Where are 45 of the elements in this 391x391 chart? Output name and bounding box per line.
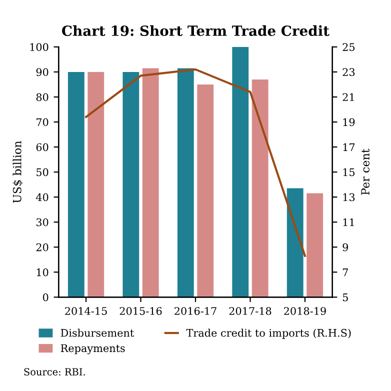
y2-tick-label: 23 [342,68,355,76]
y-axis-title: US$ billion [12,140,23,203]
y-tick-label: 20 [36,243,48,252]
y2-tick-label: 25 [342,43,355,52]
y2-tick-label: 17 [343,143,355,151]
y-tick-label: 70 [36,118,48,126]
y-tick-label: 90 [36,68,48,76]
y2-axis-title: Per cent [361,148,370,195]
bar [177,68,194,298]
x-tick-label: 2018-19 [284,307,326,315]
y-tick-label: 10 [36,268,48,276]
x-tick-label: 2015-16 [120,307,162,315]
y2-tick-label: 21 [342,93,354,101]
y-tick-label: 40 [36,193,48,202]
x-tick-label: 2016-17 [174,307,216,315]
y2-tick-label: 11 [343,218,354,226]
chart-title: Chart 19: Short Term Trade Credit [62,25,330,36]
y-tick-label: 100 [30,43,48,52]
bar [252,79,268,298]
y2-tick-label: 19 [343,118,355,126]
bar [142,68,159,298]
y2-tick-label: 9 [342,243,348,252]
y2-tick-label: 7 [342,268,348,276]
bar [306,193,324,298]
y2-tick-label: 15 [343,168,355,176]
source-note: Source: RBI. [24,368,85,376]
bar [286,188,304,298]
line-series [84,68,306,257]
bar [197,84,214,298]
y-tick-label: 80 [36,93,48,102]
bar [232,46,249,298]
bar [88,72,104,298]
legend-label: Trade credit to imports (R.H.S) [186,328,351,339]
x-tick-label: 2014-15 [65,307,107,315]
legend-label: Disbursement [60,328,134,337]
y-tick-label: 30 [36,218,48,226]
y2-tick-label: 5 [342,294,348,302]
bar [122,72,140,298]
y-tick-label: 0 [42,293,48,302]
bar [68,72,84,298]
legend-label: Repayments [60,344,125,354]
x-tick-label: 2017-18 [229,307,272,315]
y2-tick-label: 13 [343,193,355,202]
y-tick-label: 60 [36,143,48,152]
y-tick-label: 50 [36,168,48,176]
